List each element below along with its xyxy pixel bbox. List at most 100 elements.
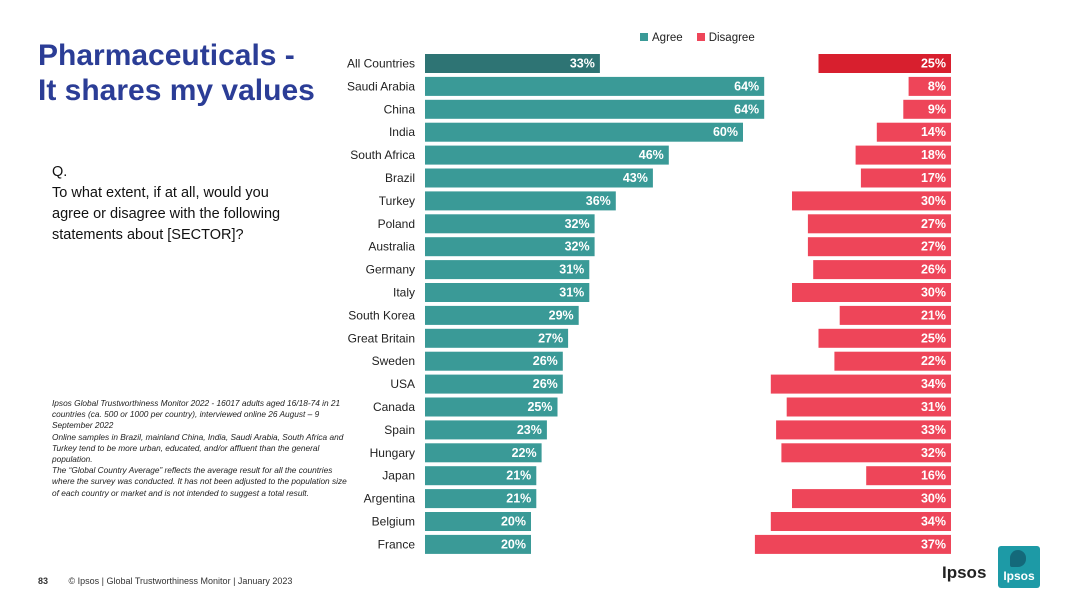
legend-agree: Agree [640,32,683,44]
disagree-bar [818,328,951,348]
agree-value-label: 32% [565,217,590,231]
category-label: All Countries [347,57,415,71]
disagree-bar [807,237,951,257]
chart-legend: Agree Disagree [640,32,755,44]
disagree-bar [903,99,951,119]
category-label: Japan [382,469,415,483]
disagree-value-label: 25% [921,331,946,345]
disagree-value-label: 30% [921,194,946,208]
disagree-value-label: 30% [921,286,946,300]
legend-disagree: Disagree [696,32,755,44]
category-label: France [378,537,416,551]
disagree-value-label: 27% [921,217,946,231]
page-number: 83 [38,576,49,586]
disagree-bar [770,512,951,531]
agree-value-label: 31% [559,286,584,300]
logo-mark-icon [1010,550,1026,567]
category-label: Saudi Arabia [347,79,415,93]
category-label: Belgium [372,515,415,529]
agree-bar [425,374,563,394]
disagree-bar [792,191,951,211]
agree-value-label: 21% [506,492,531,506]
disagree-bar [818,54,951,73]
disagree-bar [781,443,951,463]
agree-value-label: 46% [639,148,664,162]
legend-agree-label: Agree [652,32,683,44]
disagree-bar [860,168,951,188]
agree-bar [425,122,743,142]
category-label: South Africa [350,148,415,162]
agree-value-label: 43% [623,171,648,185]
disagree-bar [855,145,951,165]
question-label: Q. [52,164,68,180]
disagree-value-label: 18% [921,148,946,162]
disagree-value-label: 17% [921,171,946,185]
category-label: Argentina [364,492,416,506]
agree-value-label: 21% [506,469,531,483]
agree-bar [425,99,765,119]
note-average: The “Global Country Average” reflects th… [52,465,347,498]
category-label: USA [390,377,415,391]
disagree-value-label: 33% [921,423,946,437]
legend-disagree-swatch [696,33,705,41]
agree-value-label: 26% [533,354,558,368]
agree-bar [425,489,537,509]
agree-bar [425,168,653,188]
agree-bar [425,397,558,417]
survey-question: Q. To what extent, if at all, would you … [52,162,292,246]
category-label: Spain [384,423,415,437]
agree-bar [425,305,579,325]
agree-bar [425,443,542,463]
category-label: Turkey [379,194,415,208]
agree-value-label: 29% [549,308,574,322]
agree-value-label: 60% [713,125,738,139]
disagree-value-label: 27% [921,240,946,254]
disagree-bar [792,489,951,509]
category-label: Poland [378,217,415,231]
agree-value-label: 64% [734,79,759,93]
agree-value-label: 22% [512,446,537,460]
category-label: Germany [366,263,415,277]
disagree-value-label: 31% [921,400,946,414]
disagree-bar [839,305,951,325]
category-label: South Korea [348,308,415,322]
agree-bar [425,145,669,165]
agree-value-label: 31% [559,263,584,277]
category-label: Hungary [370,446,415,460]
ipsos-wordmark: Ipsos [942,563,987,582]
category-label: Italy [393,286,415,300]
disagree-value-label: 21% [921,308,946,322]
disagree-bar [908,76,951,96]
category-label: Australia [368,240,415,254]
category-label: China [384,102,416,116]
agree-value-label: 36% [586,194,611,208]
logo-text: Ipsos [1003,569,1035,583]
agree-bar [425,76,765,96]
agree-value-label: 25% [527,400,552,414]
agree-bar [425,351,563,371]
disagree-bar [876,122,951,142]
disagree-bar [834,351,951,371]
disagree-value-label: 34% [921,377,946,391]
disagree-value-label: 37% [921,537,946,551]
methodology-notes: Ipsos Global Trustworthiness Monitor 202… [52,398,352,499]
disagree-bar [807,214,951,234]
disagree-value-label: 26% [921,263,946,277]
disagree-value-label: 25% [921,57,946,71]
category-label: Sweden [372,354,415,368]
disagree-value-label: 34% [921,515,946,529]
category-label: Brazil [385,171,415,185]
disagree-value-label: 9% [928,102,946,116]
agree-value-label: 27% [538,331,563,345]
agree-bar [425,214,595,234]
agree-bar [425,260,590,280]
disagree-bar [754,534,951,554]
note-sample: Ipsos Global Trustworthiness Monitor 202… [52,398,341,431]
note-online: Online samples in Brazil, mainland China… [52,431,344,465]
agree-bar [425,466,537,486]
disagree-value-label: 16% [921,469,946,483]
agree-value-label: 26% [533,377,558,391]
page-title: Pharmaceuticals - It shares my values [38,38,315,108]
legend-agree-swatch [640,33,648,41]
